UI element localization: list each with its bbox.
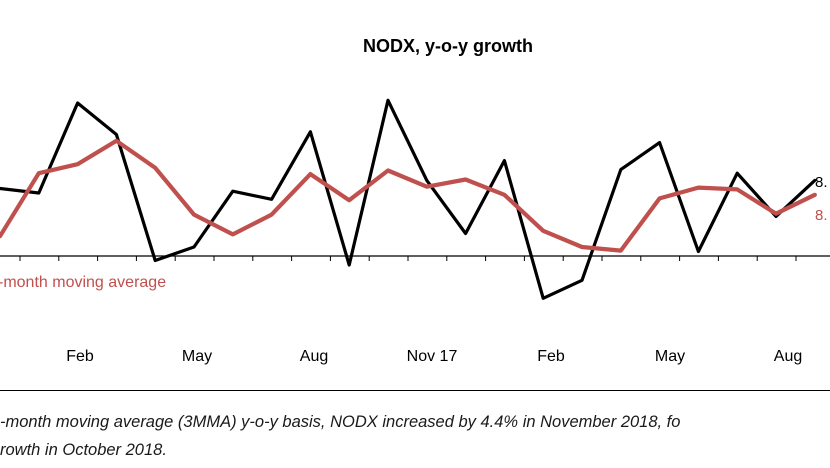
chart-caption-separator (0, 390, 830, 391)
x-tick-label: Feb (66, 348, 94, 365)
x-tick-label: Feb (537, 348, 565, 365)
x-tick-label: May (182, 348, 212, 365)
series-line-mma (0, 138, 817, 253)
caption-line-2: rowth in October 2018. (0, 441, 167, 459)
chart-title: NODX, y-o-y growth (363, 36, 533, 56)
x-tick-label: Nov 17 (407, 348, 458, 365)
x-tick-label: May (655, 348, 685, 365)
caption-line-1: -month moving average (3MMA) y-o-y basis… (0, 413, 681, 431)
end-label-mma: 8. (815, 207, 828, 224)
series-layer (0, 98, 817, 300)
x-tick-label: Aug (774, 348, 802, 365)
x-tick-label: Aug (300, 348, 328, 365)
legend-mma-label: -month moving average (0, 274, 166, 291)
end-label-nodx: 8. (815, 174, 828, 191)
axis-layer (0, 255, 830, 261)
series-line-nodx (0, 98, 817, 300)
x-tick-labels: Feb May Aug Nov 17 Feb May Aug (66, 348, 802, 365)
